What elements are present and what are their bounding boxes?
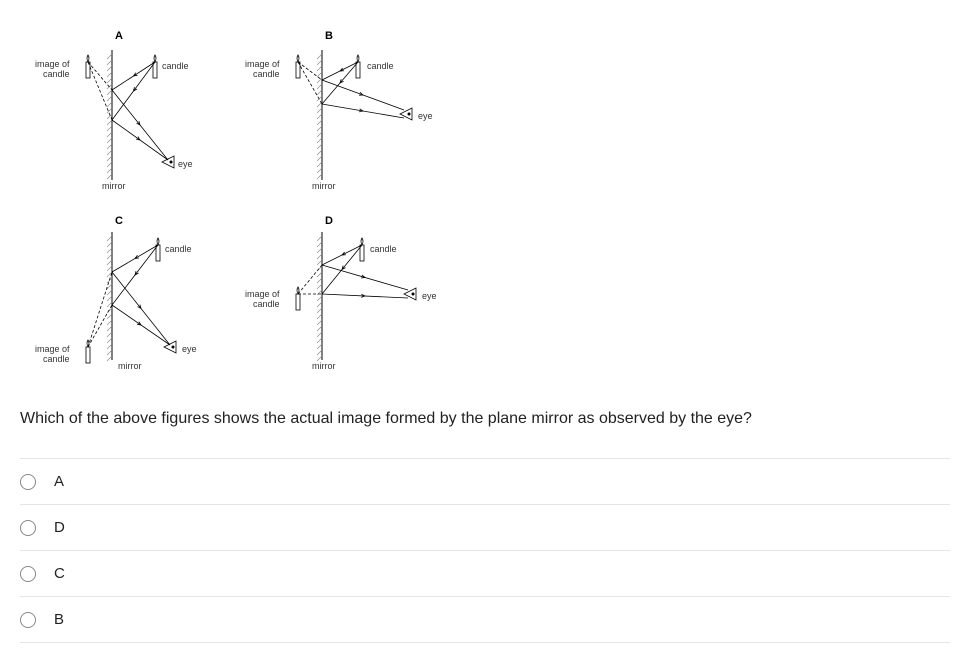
option-row[interactable]: C xyxy=(20,550,950,596)
option-row[interactable]: A xyxy=(20,458,950,504)
option-label: B xyxy=(54,611,64,628)
radio-icon[interactable] xyxy=(20,520,36,536)
option-row[interactable]: D xyxy=(20,504,950,550)
diagram-header: C xyxy=(115,215,123,227)
options-list: A D C B xyxy=(20,458,950,643)
option-label: C xyxy=(54,565,65,582)
image-of-candle-label: image ofcandle xyxy=(245,60,280,80)
diagram-C: Cimage ofcandlecandleeyemirror xyxy=(40,210,240,390)
mirror-label: mirror xyxy=(312,362,336,372)
image-of-candle-label: image ofcandle xyxy=(35,60,70,80)
option-label: A xyxy=(54,473,64,490)
diagram-header: A xyxy=(115,30,123,42)
mirror-label: mirror xyxy=(312,182,336,192)
option-row[interactable]: B xyxy=(20,596,950,643)
image-of-candle-label: image ofcandle xyxy=(245,290,280,310)
eye-label: eye xyxy=(182,345,197,355)
candle-label: candle xyxy=(370,245,397,255)
candle-label: candle xyxy=(162,62,189,72)
option-label: D xyxy=(54,519,65,536)
radio-icon[interactable] xyxy=(20,566,36,582)
question-text: Which of the above figures shows the act… xyxy=(20,410,950,428)
mirror-label: mirror xyxy=(102,182,126,192)
diagram-header: D xyxy=(325,215,333,227)
diagram-B: Bimage ofcandlecandleeyemirror xyxy=(250,20,450,200)
candle-label: candle xyxy=(367,62,394,72)
radio-icon[interactable] xyxy=(20,612,36,628)
diagram-grid: Aimage ofcandle candle eye mirror Bimage of… xyxy=(40,20,950,390)
diagram-header: B xyxy=(325,30,333,42)
radio-icon[interactable] xyxy=(20,474,36,490)
image-of-candle-label: image ofcandle xyxy=(35,345,70,365)
candle-label: candle xyxy=(165,245,192,255)
diagram-A: Aimage ofcandlecandleeyemirror xyxy=(40,20,240,200)
diagram-D: Dimage ofcandlecandleeyemirror xyxy=(250,210,450,390)
eye-label: eye xyxy=(178,160,193,170)
eye-label: eye xyxy=(422,292,437,302)
mirror-label: mirror xyxy=(118,362,142,372)
eye-label: eye xyxy=(418,112,433,122)
